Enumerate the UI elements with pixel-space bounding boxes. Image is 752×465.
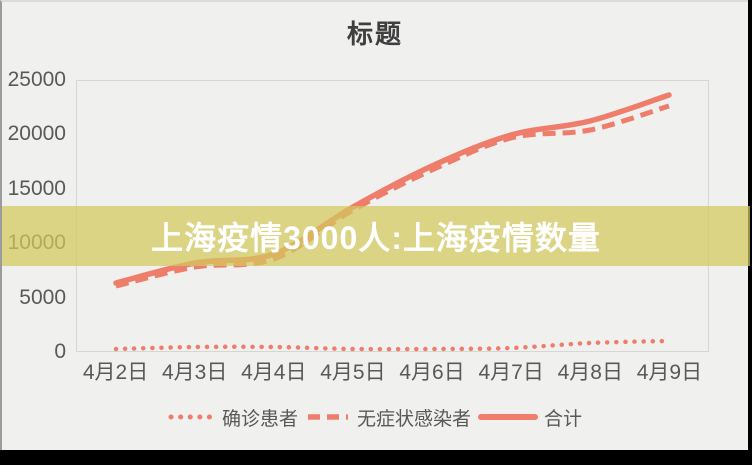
legend-swatch-dotted-icon: [168, 414, 216, 420]
watermark-text: 上海疫情3000人:上海疫情数量: [151, 220, 601, 256]
y-tick-label: 25000: [7, 68, 66, 91]
x-axis-label: 4月5日: [320, 361, 386, 384]
series-line-dashed: [115, 103, 670, 289]
x-axis-label: 4月8日: [557, 361, 623, 384]
x-axis-label: 4月2日: [82, 361, 149, 384]
legend-label: 确诊患者: [221, 408, 298, 430]
watermark-band: 上海疫情3000人:上海疫情数量: [2, 206, 750, 266]
x-axis-label: 4月3日: [162, 361, 228, 384]
chart-title: 标题: [346, 19, 403, 49]
legend: 确诊患者 无症状感染者 合计: [2, 402, 748, 432]
y-tick-label: 20000: [7, 122, 66, 146]
x-axis-label: 4月6日: [399, 361, 465, 384]
x-axis-label: 4月9日: [636, 361, 703, 384]
legend-item: 确诊患者: [168, 404, 298, 431]
legend-swatch-solid-icon: [478, 414, 538, 420]
legend-item: 合计: [478, 404, 582, 431]
x-axis-label: 4月4日: [241, 361, 307, 384]
legend-item: 无症状感染者: [305, 404, 471, 431]
x-axis-label: 4月7日: [478, 361, 544, 384]
legend-swatch-dashed-icon: [307, 414, 348, 420]
y-tick-label: 0: [54, 340, 66, 363]
chart-canvas: 标题 2500020000150001000050000 4月2日4月3日4月4…: [0, 0, 750, 450]
y-tick-label: 15000: [7, 176, 66, 200]
legend-label: 无症状感染者: [356, 408, 471, 430]
y-tick-label: 5000: [19, 285, 66, 309]
legend-label: 合计: [544, 408, 583, 430]
series-line-dotted: [113, 338, 672, 352]
